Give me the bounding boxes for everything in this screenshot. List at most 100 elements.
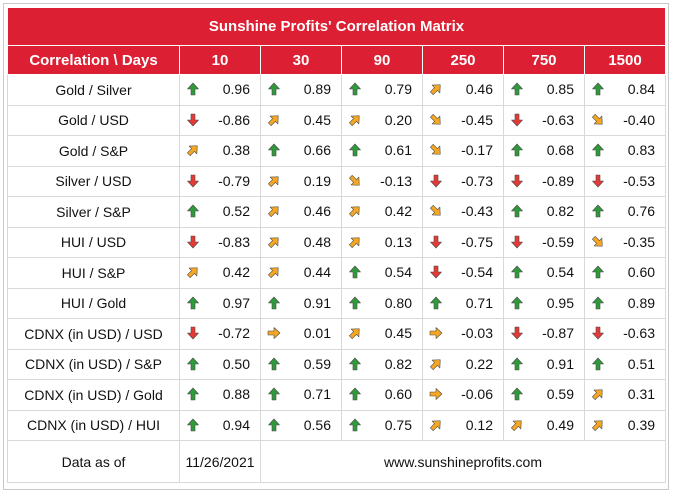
correlation-value: 0.68 — [546, 142, 574, 158]
correlation-value: 0.82 — [384, 355, 412, 372]
arrow-up-right-icon — [267, 113, 281, 127]
correlation-cell: 0.84 — [583, 74, 667, 106]
arrow-up-right-icon — [429, 418, 443, 432]
correlation-cell: -0.89 — [503, 165, 585, 197]
table-row: Silver / S&P 0.52 0.46 0.42 -0.43 0.82 0.76 — [7, 196, 667, 228]
arrow-up-right-icon — [186, 265, 200, 279]
arrow-up-icon — [591, 357, 605, 371]
correlation-cell: 0.66 — [260, 135, 342, 167]
correlation-cell: 0.54 — [341, 257, 423, 289]
arrow-up-right-icon — [348, 235, 362, 249]
pair-label: CDNX (in USD) / USD — [7, 318, 180, 350]
arrow-up-icon — [267, 143, 281, 157]
arrow-up-icon — [348, 265, 362, 279]
arrow-up-icon — [267, 387, 281, 401]
correlation-value: 0.88 — [222, 386, 250, 402]
arrow-up-right-icon — [186, 143, 200, 157]
arrow-up-right-icon — [348, 113, 362, 127]
correlation-cell: 0.50 — [179, 348, 261, 380]
correlation-matrix-panel: Sunshine Profits' Correlation Matrix Cor… — [3, 3, 669, 490]
correlation-value: 0.20 — [384, 111, 412, 128]
correlation-value: 0.71 — [303, 386, 331, 402]
correlation-cell: 0.59 — [260, 348, 342, 380]
header-days-1500: 1500 — [583, 45, 667, 75]
correlation-cell: 0.71 — [260, 379, 342, 411]
header-days-750: 750 — [503, 45, 585, 75]
correlation-cell: 0.61 — [341, 135, 423, 167]
arrow-up-icon — [591, 265, 605, 279]
correlation-cell: 0.56 — [260, 409, 342, 441]
arrow-up-icon — [186, 418, 200, 432]
arrow-up-right-icon — [429, 82, 443, 96]
correlation-value: 0.49 — [546, 416, 574, 433]
arrow-up-icon — [510, 143, 524, 157]
pair-label: Silver / USD — [7, 165, 180, 197]
table-title: Sunshine Profits' Correlation Matrix — [6, 7, 667, 46]
arrow-up-icon — [186, 357, 200, 371]
arrow-down-icon — [429, 265, 443, 279]
arrow-up-icon — [591, 82, 605, 96]
correlation-value: 0.01 — [303, 325, 331, 341]
correlation-value: 0.60 — [384, 386, 412, 402]
correlation-cell: -0.13 — [341, 165, 423, 197]
correlation-cell: -0.79 — [179, 165, 261, 197]
correlation-value: 0.46 — [303, 203, 331, 219]
correlation-value: 0.48 — [303, 233, 331, 250]
arrow-up-icon — [510, 204, 524, 218]
correlation-value: 0.96 — [222, 81, 250, 97]
arrow-up-icon — [267, 82, 281, 96]
correlation-value: 0.60 — [627, 264, 656, 280]
correlation-cell: 0.83 — [583, 135, 667, 167]
correlation-value: 0.89 — [627, 294, 656, 311]
arrow-down-icon — [510, 326, 524, 340]
correlation-matrix-table: Sunshine Profits' Correlation Matrix Cor… — [6, 7, 667, 483]
correlation-value: 0.56 — [303, 416, 331, 433]
correlation-cell: 0.13 — [341, 226, 423, 258]
arrow-up-icon — [348, 143, 362, 157]
correlation-cell: -0.72 — [179, 318, 261, 350]
correlation-value: 0.66 — [303, 142, 331, 158]
correlation-cell: 0.96 — [179, 74, 261, 106]
arrow-up-icon — [186, 387, 200, 401]
correlation-cell: 0.52 — [179, 196, 261, 228]
arrow-up-right-icon — [267, 174, 281, 188]
pair-label: HUI / S&P — [7, 257, 180, 289]
correlation-value: 0.82 — [546, 203, 574, 219]
correlation-cell: 0.48 — [260, 226, 342, 258]
correlation-value: 0.12 — [465, 416, 493, 433]
correlation-cell: 0.49 — [503, 409, 585, 441]
header-row: Correlation \ Days 10 30 90 250 750 1500 — [7, 45, 667, 75]
correlation-cell: 0.85 — [503, 74, 585, 106]
pair-label: Gold / S&P — [7, 135, 180, 167]
arrow-up-icon — [348, 296, 362, 310]
arrow-down-icon — [510, 113, 524, 127]
pair-label: CDNX (in USD) / Gold — [7, 379, 180, 411]
correlation-value: 0.97 — [222, 294, 250, 311]
data-as-of-label: Data as of — [7, 440, 180, 483]
arrow-up-right-icon — [591, 387, 605, 401]
arrow-up-right-icon — [510, 418, 524, 432]
correlation-value: 0.71 — [465, 294, 493, 311]
arrow-up-icon — [267, 357, 281, 371]
correlation-value: 0.44 — [303, 264, 331, 280]
data-date: 11/26/2021 — [179, 440, 261, 483]
correlation-value: 0.50 — [222, 355, 250, 372]
correlation-cell: 0.89 — [260, 74, 342, 106]
correlation-cell: 0.31 — [583, 379, 667, 411]
correlation-cell: -0.86 — [179, 104, 261, 136]
correlation-cell: 0.01 — [260, 318, 342, 350]
arrow-up-icon — [591, 204, 605, 218]
arrow-up-right-icon — [267, 265, 281, 279]
correlation-cell: 0.91 — [260, 287, 342, 319]
correlation-cell: 0.12 — [422, 409, 504, 441]
arrow-up-icon — [267, 296, 281, 310]
arrow-up-icon — [348, 357, 362, 371]
header-days-30: 30 — [260, 45, 342, 75]
correlation-cell: 0.46 — [260, 196, 342, 228]
correlation-cell: 0.45 — [260, 104, 342, 136]
table-row: HUI / USD -0.83 0.48 0.13 -0.75 -0.59 -0.35 — [7, 226, 667, 258]
correlation-value: 0.39 — [627, 416, 656, 433]
arrow-down-right-icon — [429, 143, 443, 157]
arrow-right-icon — [267, 326, 281, 340]
table-body: Gold / Silver 0.96 0.89 0.79 0.46 0.85 0.84 Gol… — [7, 74, 667, 441]
